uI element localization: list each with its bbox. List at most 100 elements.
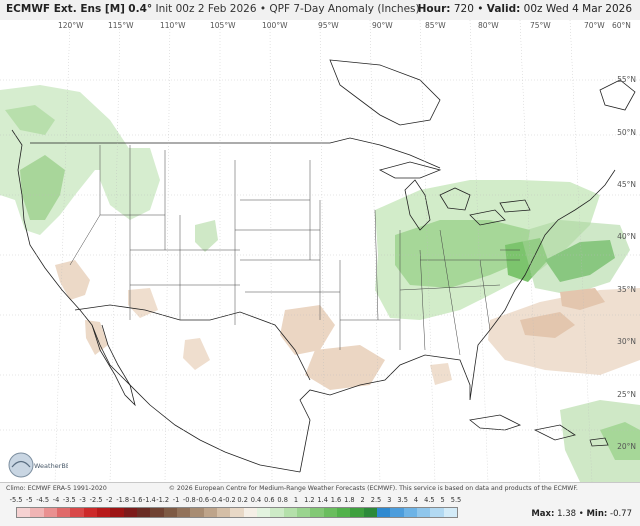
- colorbar-tick: 0.6: [264, 496, 275, 504]
- valid-value: 00z Wed 4 Mar 2026: [523, 3, 632, 15]
- wet-bc-coast: [5, 105, 55, 135]
- colorbar-swatch: [136, 508, 151, 517]
- weatherbell-logo-icon: WeatherBELL: [8, 452, 78, 478]
- lon-label: 80°W: [478, 21, 499, 30]
- lon-label: 85°W: [425, 21, 446, 30]
- gulf-coastline: [299, 169, 616, 473]
- header-valid: Hour: 720 • Valid: 00z Wed 4 Mar 2026: [417, 3, 632, 15]
- copyright-text: © 2026 European Centre for Medium-Range …: [168, 485, 578, 492]
- colorbar-swatch: [17, 508, 31, 517]
- colorbar-tick: 0.4: [250, 496, 262, 504]
- colorbar-swatch: [350, 508, 364, 517]
- colorbar-tick: 0.2: [237, 496, 248, 504]
- min-label: Min:: [586, 509, 608, 519]
- colorbar-tick: -0.2: [222, 496, 236, 504]
- colorbar-tick: 3.5: [397, 496, 408, 504]
- lon-label: 105°W: [210, 21, 236, 30]
- model-name: ECMWF Ext. Ens [M]: [6, 3, 125, 15]
- colorbar-tick: 0.8: [277, 496, 288, 504]
- colorbar-tick: -1.2: [156, 496, 170, 504]
- colorbar-tick: 1.4: [317, 496, 328, 504]
- colorbar-tick: 2.5: [370, 496, 382, 504]
- colorbar-tick: -1.6: [129, 496, 143, 504]
- dry-mexico: [183, 338, 210, 370]
- colorbar-tick: 2: [360, 496, 365, 504]
- lon-label: 60°N: [612, 21, 631, 30]
- map-footer: Climo: ECMWF ERA-5 1991-2020 © 2026 Euro…: [0, 482, 640, 526]
- colorbar-swatch: [243, 508, 257, 517]
- newfoundland: [599, 79, 636, 111]
- colorbar-swatch: [296, 508, 311, 517]
- colorbar-swatch: [416, 508, 431, 517]
- colorbar-swatch: [96, 508, 111, 517]
- wet-montana-spot: [195, 220, 218, 252]
- dry-arizona: [128, 288, 158, 318]
- dry-texas: [280, 305, 335, 355]
- colorbar-swatch: [443, 508, 457, 517]
- wet-southeast-corner: [560, 400, 640, 482]
- colorbar-swatch: [123, 508, 137, 517]
- dry-baja-coast: [85, 320, 108, 355]
- colorbar-swatch: [150, 508, 164, 517]
- colorbar-tick: 1: [293, 496, 299, 504]
- hudson-bay: [329, 59, 441, 126]
- hour-label: Hour:: [417, 3, 451, 15]
- colorbar-swatch: [270, 508, 284, 517]
- colorbar-tick: -5.5: [9, 496, 23, 504]
- colorbar-swatch: [390, 508, 404, 517]
- colorbar-swatch: [176, 508, 191, 517]
- colorbar-tick: -0.8: [182, 496, 196, 504]
- colorbar-tick: -1.4: [142, 496, 156, 504]
- colorbar-tick: 4: [413, 496, 419, 504]
- lon-label: 100°W: [262, 21, 288, 30]
- colorbar-tick: 1.8: [344, 496, 355, 504]
- colorbar-swatch: [190, 508, 204, 517]
- lat-label: 35°N: [617, 285, 636, 294]
- wet-pacific-nw-core: [20, 155, 65, 220]
- caribbean-islands: [469, 414, 609, 447]
- colorbar-swatch: [376, 508, 391, 517]
- colorbar-tick: -2: [106, 496, 113, 504]
- lat-label: 25°N: [617, 390, 636, 399]
- graticule: [0, 20, 640, 482]
- colorbar-swatch: [403, 508, 417, 517]
- lon-label: 115°W: [108, 21, 134, 30]
- colorbar-swatch: [56, 508, 71, 517]
- colorbar-tick: -5: [26, 496, 33, 504]
- lat-label: 40°N: [617, 232, 636, 241]
- colorbar-tick: 5.5: [450, 496, 462, 504]
- colorbar-swatch: [430, 508, 444, 517]
- colorbar-swatch: [83, 508, 97, 517]
- colorbar-swatch: [310, 508, 324, 517]
- wet-southeast-core: [600, 422, 640, 460]
- lon-label: 95°W: [318, 21, 339, 30]
- colorbar-swatch: [203, 508, 217, 517]
- wet-anomaly-areas: [0, 85, 640, 482]
- lon-label: 70°W: [584, 21, 605, 30]
- model-resolution: 0.4°: [128, 3, 153, 15]
- colorbar-swatch: [256, 508, 271, 517]
- colorbar-tick: -4.5: [36, 496, 50, 504]
- map-canvas: [0, 20, 640, 482]
- map-area[interactable]: 120°W 115°W 110°W 105°W 100°W 95°W 90°W …: [0, 20, 640, 482]
- colorbar-tick: -4: [52, 496, 60, 504]
- max-label: Max:: [531, 509, 555, 519]
- header-title: ECMWF Ext. Ens [M] 0.4° Init 00z 2 Feb 2…: [6, 3, 420, 15]
- colorbar-tick: -3: [79, 496, 86, 504]
- weatherbell-logo: WeatherBELL: [6, 450, 78, 480]
- lat-label: 45°N: [617, 180, 636, 189]
- colorbar-swatch: [323, 508, 337, 517]
- colorbar-swatch: [30, 508, 44, 517]
- mexico-border: [74, 304, 311, 381]
- dry-atlantic-core-2: [560, 288, 605, 310]
- colorbar-swatch: [363, 508, 377, 517]
- baja-peninsula: [91, 324, 136, 407]
- colorbar-swatch: [230, 508, 244, 517]
- min-value: -0.77: [610, 509, 632, 519]
- map-header: ECMWF Ext. Ens [M] 0.4° Init 00z 2 Feb 2…: [0, 0, 640, 21]
- great-lakes: [378, 161, 531, 231]
- colorbar-swatch: [216, 508, 231, 517]
- dry-california: [55, 260, 90, 300]
- colorbar-swatch: [110, 508, 124, 517]
- lon-label: 90°W: [372, 21, 393, 30]
